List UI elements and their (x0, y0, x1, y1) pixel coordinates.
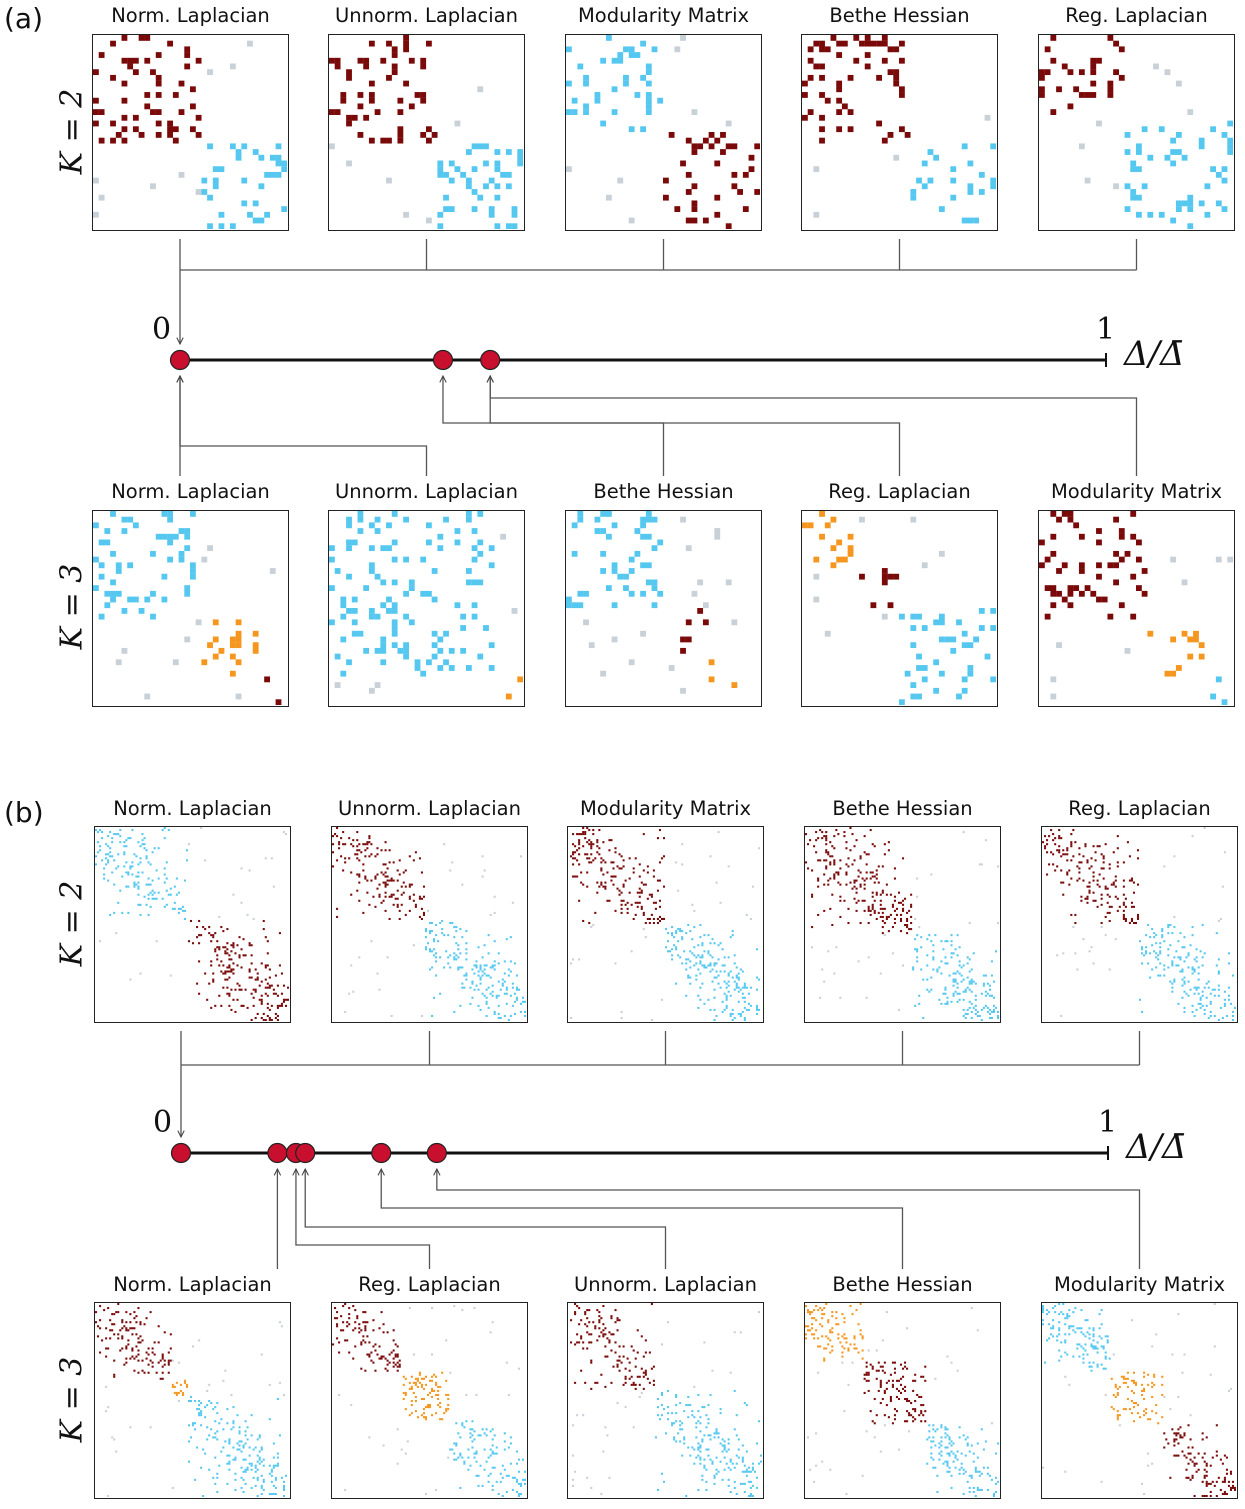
adjacency-matrix (801, 34, 998, 231)
axis-start-label: 0 (153, 1105, 173, 1140)
matrix-title: Bethe Hessian (832, 797, 973, 820)
matrix-title: Reg. Laplacian (1068, 797, 1211, 820)
matrix-title: Bethe Hessian (593, 480, 734, 503)
matrix-title: Norm. Laplacian (111, 480, 270, 503)
data-point (371, 1142, 392, 1164)
axis-label: Δ/Δ̄ (1126, 1127, 1187, 1167)
matrix-title: Bethe Hessian (829, 4, 970, 27)
matrix-title: Reg. Laplacian (1065, 4, 1208, 27)
matrix-title: Unnorm. Laplacian (574, 1273, 757, 1296)
axis-end-label: 1 (1096, 312, 1116, 347)
axis-label: Δ/Δ̄ (1124, 334, 1185, 374)
matrix-title: Norm. Laplacian (113, 797, 272, 820)
adjacency-matrix (567, 826, 764, 1023)
matrix-title: Norm. Laplacian (111, 4, 270, 27)
matrix-title: Unnorm. Laplacian (335, 4, 518, 27)
panel-label: (a) (4, 2, 44, 35)
data-point (432, 349, 454, 371)
panel-label: (b) (4, 796, 44, 829)
adjacency-matrix (1038, 510, 1235, 707)
data-point (295, 1142, 316, 1164)
matrix-title: Modularity Matrix (1053, 1273, 1226, 1296)
adjacency-matrix (328, 510, 525, 707)
adjacency-matrix (565, 34, 762, 231)
adjacency-matrix (92, 34, 289, 231)
data-point (267, 1142, 288, 1164)
adjacency-matrix (94, 1302, 291, 1499)
data-point (170, 1142, 192, 1164)
adjacency-matrix (328, 34, 525, 231)
adjacency-matrix (565, 510, 762, 707)
matrix-title: Reg. Laplacian (828, 480, 971, 503)
matrix-title: Bethe Hessian (832, 1273, 973, 1296)
data-point (426, 1142, 447, 1164)
data-point (169, 349, 191, 371)
adjacency-matrix (804, 826, 1001, 1023)
axis-start-label: 0 (152, 312, 172, 347)
adjacency-matrix (801, 510, 998, 707)
matrix-title: Unnorm. Laplacian (335, 480, 518, 503)
matrix-title: Modularity Matrix (579, 797, 752, 820)
matrix-title: Unnorm. Laplacian (338, 797, 521, 820)
adjacency-matrix (331, 826, 528, 1023)
adjacency-matrix (1041, 826, 1238, 1023)
adjacency-matrix (94, 826, 291, 1023)
data-point (480, 349, 501, 371)
adjacency-matrix (804, 1302, 1001, 1499)
adjacency-matrix (92, 510, 289, 707)
matrix-title: Reg. Laplacian (358, 1273, 501, 1296)
adjacency-matrix (331, 1302, 528, 1499)
matrix-title: Norm. Laplacian (113, 1273, 272, 1296)
matrix-title: Modularity Matrix (577, 4, 750, 27)
adjacency-matrix (1038, 34, 1235, 231)
axis-end-label: 1 (1098, 1105, 1118, 1140)
adjacency-matrix (567, 1302, 764, 1499)
adjacency-matrix (1041, 1302, 1238, 1499)
matrix-title: Modularity Matrix (1050, 480, 1223, 503)
